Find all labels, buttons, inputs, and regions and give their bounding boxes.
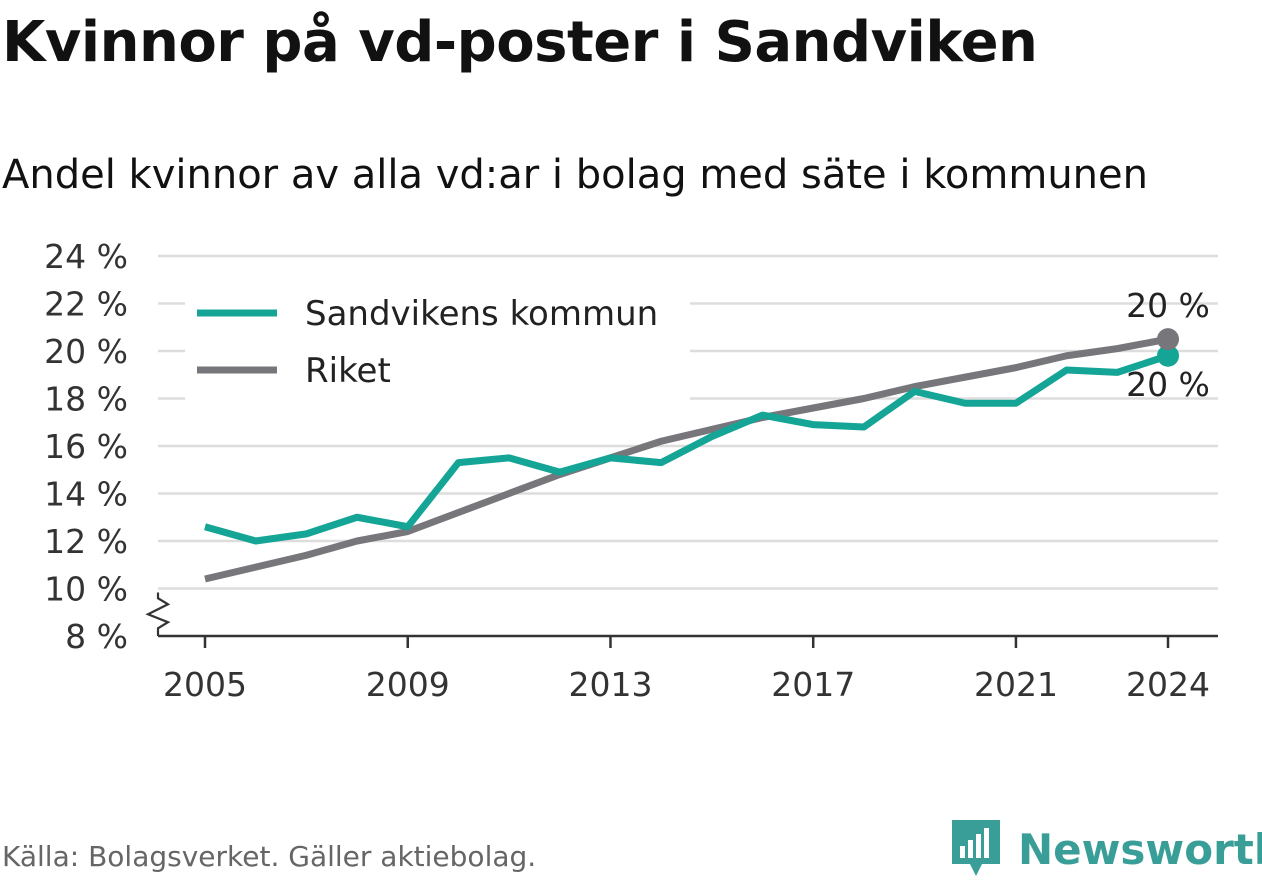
legend-background	[185, 285, 690, 405]
y-tick-label: 24 %	[44, 237, 128, 276]
x-tick-label: 2013	[568, 665, 652, 704]
source-note: Källa: Bolagsverket. Gäller aktiebolag.	[2, 840, 537, 873]
chart-subtitle: Andel kvinnor av alla vd:ar i bolag med …	[2, 152, 1148, 198]
series-end-point	[1157, 328, 1179, 351]
y-tick-label: 22 %	[44, 285, 128, 324]
legend-label: Riket	[305, 351, 391, 391]
x-tick-label: 2009	[366, 665, 450, 704]
x-tick-label: 2024	[1126, 665, 1210, 704]
end-labels: 20 % 20 %	[1126, 286, 1210, 404]
y-tick-label: 14 %	[44, 475, 128, 514]
y-tick-label: 8 %	[65, 617, 128, 656]
chart-title: Kvinnor på vd-poster i Sandviken	[2, 10, 1038, 75]
newsworthy-logo-icon	[952, 820, 1000, 876]
y-tick-label: 12 %	[44, 522, 128, 561]
brand-name: Newsworthy	[1018, 824, 1262, 874]
y-tick-label: 20 %	[44, 332, 128, 371]
end-label: 20 %	[1126, 286, 1210, 325]
x-tick-label: 2005	[163, 665, 247, 704]
series-end-point	[1157, 344, 1179, 367]
y-tick-label: 16 %	[44, 427, 128, 466]
end-label: 20 %	[1126, 365, 1210, 404]
legend: Sandvikens kommun Riket	[185, 285, 690, 405]
series-line	[204, 352, 1170, 545]
x-tick-label: 2017	[771, 665, 855, 704]
x-axis: 2005 2009 2013 2017 2021 2024	[145, 592, 1218, 704]
y-tick-label: 18 %	[44, 380, 128, 419]
series-lines	[204, 328, 1179, 583]
y-axis-break	[145, 592, 171, 636]
x-tick-label: 2021	[974, 665, 1058, 704]
legend-label: Sandvikens kommun	[305, 294, 658, 334]
series-line	[204, 335, 1169, 583]
brand-logo: Newsworthy	[950, 818, 1262, 880]
y-axis-tick-labels: 8 % 10 % 12 % 14 % 16 % 18 % 20 % 22 % 24 %	[44, 237, 128, 656]
y-tick-label: 10 %	[44, 570, 128, 609]
